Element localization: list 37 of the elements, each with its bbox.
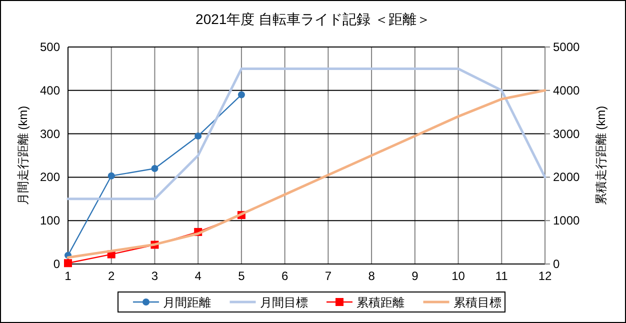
y2-tick-label: 4000 <box>553 83 580 98</box>
point <box>108 172 115 180</box>
y2-axis-title: 累積走行距離 (km) <box>594 106 608 206</box>
x-tick-label: 6 <box>281 269 288 283</box>
x-tick-label: 11 <box>495 269 508 283</box>
y2-tick-label: 1000 <box>553 214 580 228</box>
point <box>238 91 245 98</box>
y-tick-label: 300 <box>40 126 60 141</box>
y2-tick-label: 0 <box>553 257 560 271</box>
x-tick-label: 1 <box>64 269 72 283</box>
legend-label: 月間距離 <box>163 296 211 310</box>
x-tick-label: 10 <box>452 269 466 283</box>
x-tick-label: 3 <box>151 269 158 283</box>
x-tick-label: 4 <box>194 269 202 283</box>
point <box>194 132 202 140</box>
x-tick-label: 8 <box>368 269 376 283</box>
point <box>151 165 158 172</box>
x-tick-label: 5 <box>238 269 246 283</box>
y-tick-label: 0 <box>53 257 60 271</box>
point <box>64 259 72 268</box>
x-tick-label: 9 <box>412 269 419 283</box>
y2-tick-label: 5000 <box>553 40 580 54</box>
legend-label: 累積距離 <box>356 296 404 310</box>
chart-title: 2021年度 自転車ライド記録 ＜距離＞ <box>196 11 430 27</box>
legend-label: 月間目標 <box>260 296 308 310</box>
x-tick-label: 12 <box>538 269 552 283</box>
legend-label: 累積目標 <box>453 296 502 310</box>
y-tick-label: 400 <box>40 83 60 98</box>
y-axis-title: 月間走行距離 (km) <box>16 106 30 206</box>
x-tick-label: 7 <box>324 269 332 283</box>
y2-tick-label: 3000 <box>553 126 580 141</box>
y-tick-label: 200 <box>40 170 60 184</box>
y-tick-label: 100 <box>40 214 60 228</box>
line-series <box>66 67 546 200</box>
y-tick-label: 500 <box>40 40 60 54</box>
y2-tick-label: 2000 <box>553 170 580 184</box>
x-tick-label: 2 <box>108 269 116 283</box>
